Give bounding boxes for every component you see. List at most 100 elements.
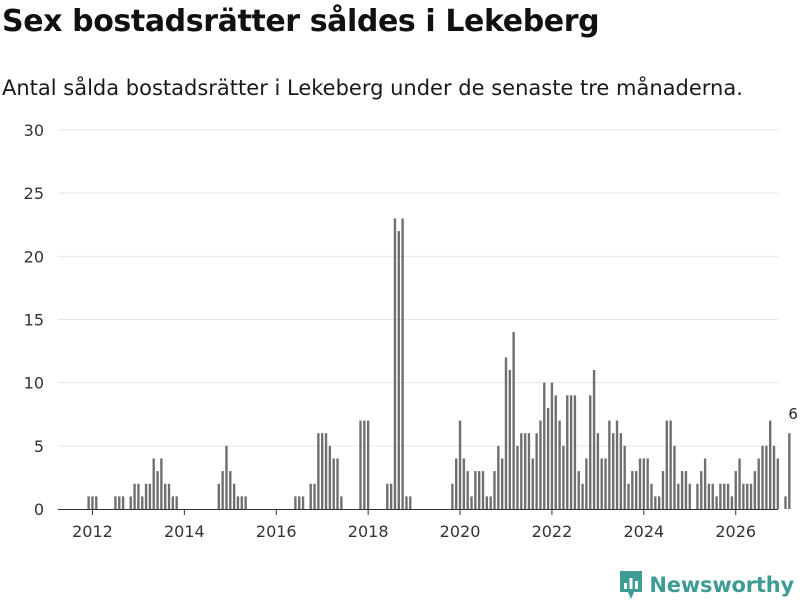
bar: [589, 395, 592, 509]
bar: [217, 483, 221, 509]
bar: [244, 496, 247, 509]
bar: [604, 458, 607, 509]
bar: [91, 496, 94, 509]
bar: [562, 445, 565, 509]
bar: [665, 420, 668, 509]
bar: [673, 445, 676, 509]
bar: [734, 471, 737, 509]
bar: [160, 458, 163, 509]
bar: [527, 433, 531, 509]
bar: [546, 407, 550, 509]
data-label-latest: 6: [788, 405, 798, 423]
bar: [569, 395, 573, 509]
bar: [726, 483, 730, 509]
bar: [776, 458, 780, 509]
bar: [707, 483, 711, 509]
brand-logo: Newsworthy: [619, 568, 794, 602]
bar: [229, 471, 232, 509]
bar: [749, 483, 753, 509]
bar: [366, 420, 370, 509]
bar: [700, 471, 703, 509]
brand-name: Newsworthy: [649, 573, 794, 597]
bar: [642, 458, 646, 509]
bar: [332, 458, 335, 509]
bar: [466, 471, 469, 509]
bar: [772, 445, 776, 509]
bar: [554, 395, 557, 509]
bar: [167, 483, 171, 509]
x-tick-label: 2012: [72, 522, 113, 541]
bar: [309, 483, 312, 509]
bar: [723, 483, 726, 509]
bar: [619, 433, 623, 509]
bar: [585, 458, 588, 509]
bar: [148, 483, 152, 509]
bar: [581, 483, 584, 509]
chart-title: Sex bostadsrätter såldes i Lekeberg: [2, 4, 600, 39]
bar: [612, 433, 615, 509]
bar: [462, 458, 466, 509]
bar: [543, 382, 546, 509]
bar: [171, 496, 175, 509]
bar: [321, 433, 324, 509]
bar: [627, 483, 630, 509]
bar: [634, 471, 638, 509]
bar: [121, 496, 125, 509]
x-tick-label: 2018: [348, 522, 389, 541]
bar: [711, 483, 714, 509]
bar: [393, 218, 397, 509]
bar: [133, 483, 136, 509]
bar: [677, 483, 680, 509]
bar: [298, 496, 301, 509]
bar: [577, 471, 580, 509]
bar: [523, 433, 527, 509]
bar: [615, 420, 619, 509]
bar: [470, 496, 473, 509]
bar: [164, 483, 167, 509]
bar: [221, 471, 224, 509]
bar: [301, 496, 305, 509]
bar: [328, 445, 332, 509]
newsworthy-logo-icon: [620, 571, 643, 599]
bar: [477, 471, 481, 509]
bar: [516, 445, 519, 509]
bar: [638, 458, 642, 509]
bar: [742, 483, 745, 509]
bar: [730, 496, 734, 509]
bar: [654, 496, 657, 509]
x-tick-label: 2022: [532, 522, 573, 541]
bar: [596, 433, 600, 509]
bar: [409, 496, 412, 509]
bar: [558, 420, 561, 509]
bar: [156, 471, 159, 509]
bar: [573, 395, 577, 509]
bar: [363, 420, 366, 509]
bar: [405, 496, 408, 509]
bar: [753, 471, 757, 509]
bar: [401, 218, 404, 509]
bar: [738, 458, 741, 509]
bar: [144, 483, 148, 509]
bar: [784, 496, 787, 509]
bar: [141, 496, 144, 509]
bar: [696, 483, 699, 509]
bar: [623, 445, 626, 509]
bar: [535, 433, 538, 509]
bar: [757, 458, 760, 509]
y-tick-label: 5: [34, 437, 44, 456]
y-tick-label: 30: [24, 121, 44, 140]
y-tick-label: 20: [24, 247, 44, 266]
bar: [340, 496, 343, 509]
bar: [95, 496, 98, 509]
bar: [175, 496, 178, 509]
bar: [458, 420, 462, 509]
bar: [688, 483, 691, 509]
bar: [118, 496, 121, 509]
bar: [474, 471, 477, 509]
bar: [493, 471, 496, 509]
y-tick-label: 25: [24, 184, 44, 203]
bar: [661, 471, 665, 509]
bar: [114, 496, 117, 509]
x-tick-label: 2026: [715, 522, 756, 541]
bar: [336, 458, 339, 509]
